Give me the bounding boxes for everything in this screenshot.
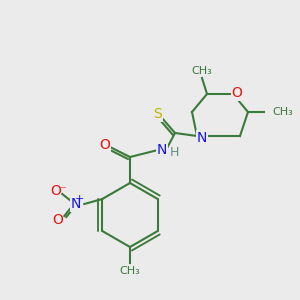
Text: O: O — [50, 184, 61, 198]
Text: CH₃: CH₃ — [120, 266, 140, 276]
Text: O: O — [52, 213, 63, 227]
Text: CH₃: CH₃ — [272, 107, 293, 117]
Text: N: N — [197, 131, 207, 145]
Text: N: N — [71, 197, 82, 211]
Text: ⁻: ⁻ — [59, 184, 66, 197]
Text: S: S — [154, 107, 162, 121]
Text: O: O — [232, 86, 242, 100]
Text: H: H — [169, 146, 179, 160]
Text: N: N — [157, 143, 167, 157]
Text: O: O — [100, 138, 110, 152]
Text: CH₃: CH₃ — [192, 66, 212, 76]
Text: +: + — [75, 194, 84, 204]
